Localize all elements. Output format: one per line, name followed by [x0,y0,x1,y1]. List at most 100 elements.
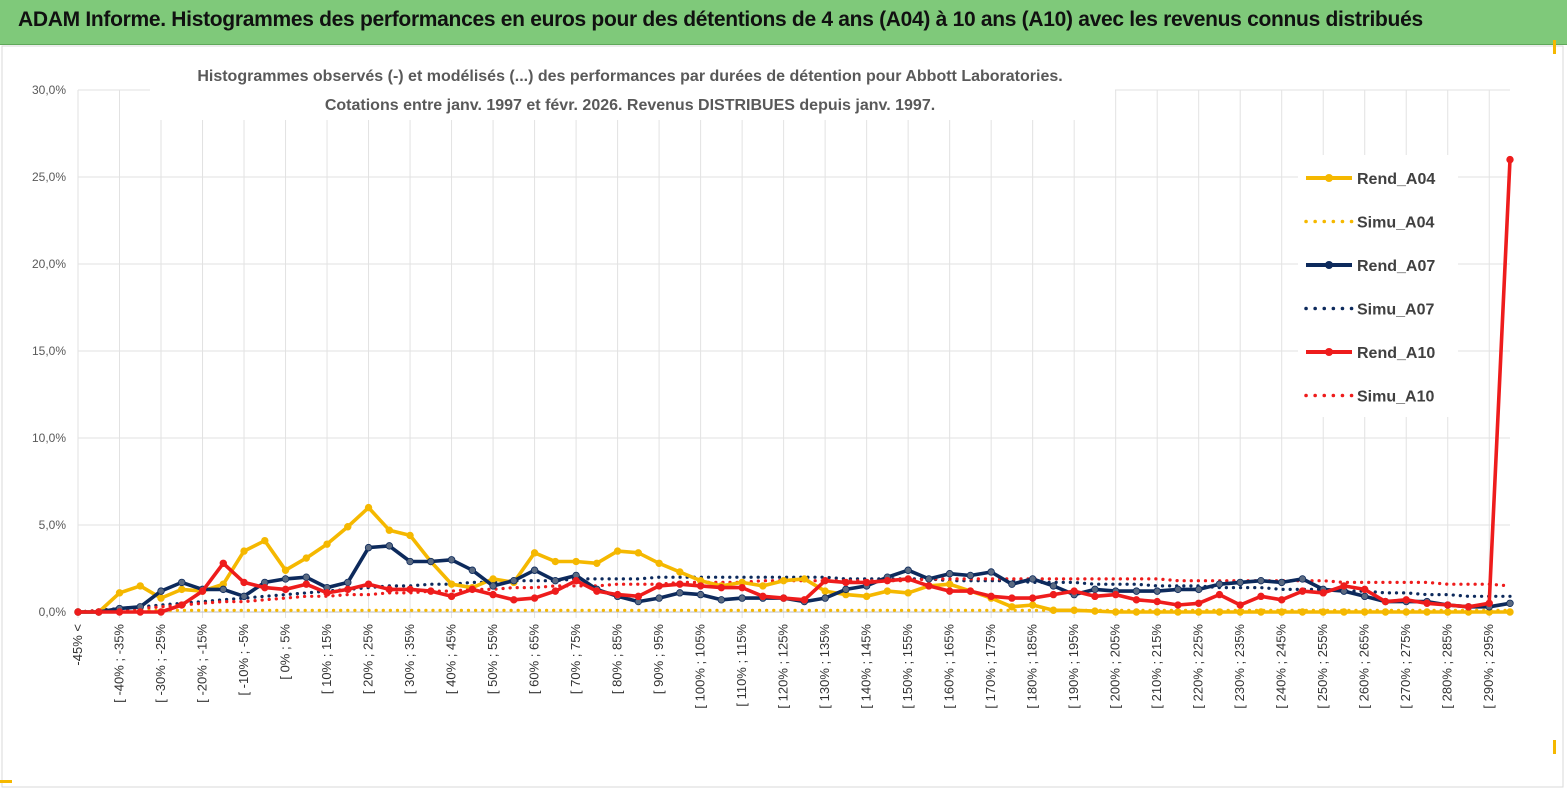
legend: Rend_A04 Simu_A04 Rend_A07 Simu_A07 Rend_A10… [1298,155,1458,417]
series-line-rend_a04 [78,505,1510,614]
legend-background [1298,155,1458,417]
data-point-rend_a04 [406,531,414,540]
x-tick-label: [ 20% ; 25% [361,624,376,695]
data-point-rend_a07 [302,573,310,581]
data-point-rend_a10 [1257,592,1265,601]
data-point-rend_a10 [1444,601,1452,609]
data-point-rend_a10 [344,585,352,594]
x-tick-label: [ 150% ; 155% [900,624,915,709]
data-point-rend_a04 [136,582,144,590]
data-point-rend_a10 [800,596,809,604]
data-point-rend_a10 [1278,596,1286,604]
data-point-rend_a10 [364,580,373,588]
data-point-rend_a10 [1153,597,1161,606]
data-point-rend_a10 [468,585,477,594]
data-point-rend_a10 [717,583,726,592]
data-point-rend_a04 [1049,606,1058,614]
data-point-rend_a07 [696,590,705,599]
data-point-rend_a10 [489,590,497,599]
corner-accent-right [1553,40,1556,54]
series-line-simu_a07 [76,575,1512,614]
y-tick-label: 25,0% [32,170,66,184]
data-point-rend_a10 [510,596,518,604]
x-tick-label: [ 70% ; 75% [568,624,583,695]
data-point-rend_a07 [406,557,414,566]
data-point-rend_a10 [572,576,580,585]
data-point-rend_a10 [219,559,227,567]
data-point-rend_a10 [1361,585,1369,594]
data-point-rend_a10 [1070,587,1078,595]
data-point-rend_a07 [551,576,560,585]
data-point-rend_a04 [1423,608,1431,616]
data-point-rend_a04 [800,575,809,583]
x-tick-label: [ 110% ; 115% [734,624,749,707]
data-point-rend_a10 [1464,603,1473,611]
data-point-rend_a04 [302,554,310,562]
data-point-rend_a07 [842,585,850,594]
data-point-rend_a10 [1236,601,1244,609]
y-tick-label: 0,0% [39,605,67,619]
x-tick-label: [ 80% ; 85% [610,624,625,695]
data-point-rend_a04 [1278,608,1286,616]
report-banner: ADAM Informe. Histogrammes des performan… [0,0,1567,45]
x-tick-label: [ 260% ; 265% [1357,624,1372,709]
data-point-rend_a07 [157,587,165,595]
data-point-rend_a04 [1381,608,1390,616]
data-point-rend_a10 [945,587,954,595]
data-point-rend_a10 [178,601,186,609]
x-tick-label: [ 200% ; 205% [1108,624,1123,709]
data-point-rend_a07 [738,594,746,602]
x-tick-label: [ 170% ; 175% [983,624,998,709]
x-tick-label: [ 90% ; 95% [651,624,666,695]
data-point-rend_a07 [1257,576,1265,585]
data-point-rend_a04 [821,587,829,595]
x-tick-label: [ 230% ; 235% [1232,624,1247,709]
data-point-rend_a07 [676,589,684,597]
data-point-rend_a07 [945,570,954,578]
data-point-rend_a10 [385,585,394,594]
data-point-rend_a04 [447,580,456,588]
data-point-rend_a10 [323,589,331,597]
data-point-rend_a07 [1506,599,1514,607]
data-point-rend_a10 [613,590,622,599]
data-point-rend_a04 [178,585,186,594]
data-point-rend_a10 [1485,599,1493,607]
x-tick-label: [ 50% ; 55% [485,624,500,695]
data-point-rend_a10 [862,578,871,587]
x-tick-label: [ 130% ; 135% [817,624,832,709]
y-tick-label: 30,0% [32,83,66,97]
data-point-rend_a10 [95,608,103,616]
x-tick-label: -45% < [70,624,85,666]
data-point-rend_a07 [364,543,373,552]
data-point-rend_a04 [1194,608,1203,616]
data-point-rend_a07 [240,592,248,601]
data-point-rend_a10 [696,582,705,590]
data-point-rend_a10 [1506,155,1514,164]
legend-label: Simu_A04 [1357,215,1434,232]
series-lines [74,155,1514,616]
data-point-rend_a04 [862,592,871,601]
y-tick-label: 10,0% [32,431,66,445]
data-point-rend_a04 [364,503,373,512]
data-point-rend_a10 [1174,601,1182,609]
data-point-rend_a04 [1506,608,1514,616]
x-tick-label: [ 190% ; 195% [1066,624,1081,709]
data-point-rend_a04 [551,557,560,566]
chart-title: Histogrammes observés (-) et modélisés (… [197,68,1062,85]
data-point-rend_a04 [759,582,767,590]
x-tick-label: [ 210% ; 215% [1149,624,1164,709]
legend-label: Rend_A04 [1357,171,1435,188]
data-point-rend_a10 [842,578,850,587]
data-point-rend_a07 [281,575,290,583]
data-point-rend_a10 [593,587,601,595]
data-point-rend_a04 [613,547,622,555]
x-tick-label: [ 240% ; 245% [1274,624,1289,709]
chart-title-box: Histogrammes observés (-) et modélisés (… [150,58,1115,120]
data-point-rend_a10 [1319,589,1327,597]
data-point-rend_a07 [717,596,726,604]
data-point-rend_a10 [157,608,165,616]
data-point-rend_a04 [1091,607,1099,615]
data-point-rend_a10 [136,608,144,616]
data-point-rend_a04 [489,575,497,583]
